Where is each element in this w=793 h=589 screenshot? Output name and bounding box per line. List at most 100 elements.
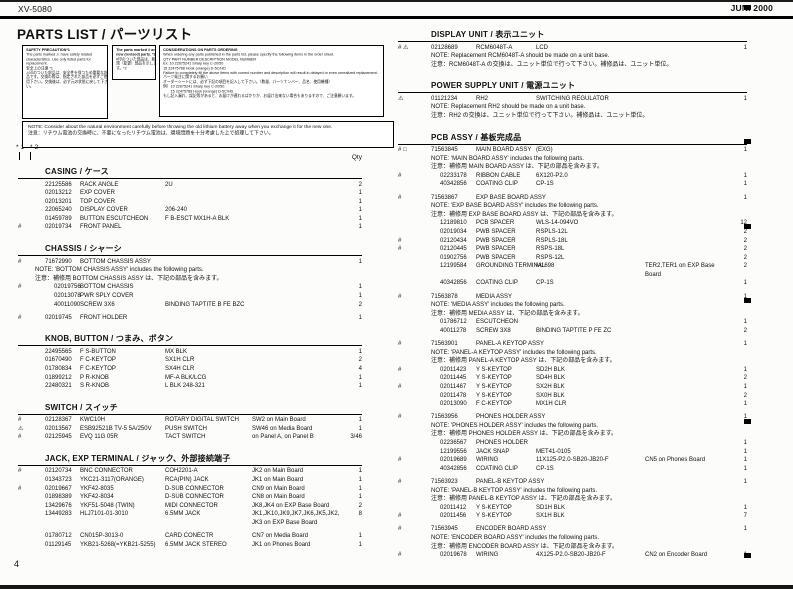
part-qty: 1 xyxy=(743,44,747,51)
part-qty: 1 xyxy=(743,181,747,188)
part-number: 02013078 xyxy=(54,292,81,299)
part-spec: D-SUB CONNECTOR xyxy=(165,485,224,492)
note-line: 注意：補修用 BOTTOM CHASSIS ASSY は、下記の部品を含みます。 xyxy=(35,275,223,282)
part-row: 13449283 HLJ7101-01-3010 6.5MM JACK JK1,JK1… xyxy=(18,510,362,527)
marker-cell: # xyxy=(398,478,402,485)
part-number: 02011423 xyxy=(440,366,467,373)
part-number: 71563845 xyxy=(431,147,458,154)
note-line: NOTE: 'PHONES HOLDER ASSY' includes the … xyxy=(431,422,599,429)
part-row: ⚠ 01121234 RH2 SWITCHING REGULATOR 1 xyxy=(398,95,747,104)
part-location: JK1 on Phones Board xyxy=(252,541,311,548)
part-description: DISPLAY COVER xyxy=(80,207,128,214)
marker-cell: # □ xyxy=(398,147,407,154)
registration-mark xyxy=(744,139,751,144)
part-spec: MIDI CONNECTOR xyxy=(165,502,218,509)
part-qty: 1 xyxy=(358,485,362,492)
part-number: 02011467 xyxy=(440,384,467,390)
part-row: 01898389 YKF42-8034 D-SUB CONNECTOR CN8 on … xyxy=(18,493,362,502)
part-row: #02120445 PWB SPACER RSPS-18L 2 xyxy=(398,245,747,254)
registration-mark xyxy=(744,224,751,229)
part-row: #02019734 FRONT PANEL 1 xyxy=(18,223,362,232)
part-qty: 1 xyxy=(743,194,747,201)
part-row: 02011412 Y S-KEYTOP SD1H BLK 1 xyxy=(398,504,747,513)
part-row: 22480321 S R-KNOB L BLK 248-321 1 xyxy=(18,382,362,391)
marker-cell: # xyxy=(18,468,22,475)
part-qty: 1 xyxy=(743,526,747,533)
left-column: CASING / ケース 22125586 RACK ANGLE 2U 2 0201321… xyxy=(18,166,362,560)
part-row: 40011278 SCREW 3X8 BINDING TAPTITE P FE ZC… xyxy=(398,327,747,336)
part-spec: SX4H CLR xyxy=(165,365,195,372)
part-description: MAIN BOARD ASSY xyxy=(476,147,532,154)
note-line: NOTE: 'PANEL-A KEYTOP ASSY' includes the… xyxy=(431,349,597,356)
part-row: #02128367 KWC10H ROTARY DIGITAL SWITCH SW2 … xyxy=(18,416,362,425)
part-qty: 1 xyxy=(358,215,362,222)
part-description: EXP BASE BOARD ASSY xyxy=(476,194,546,201)
part-number: 12199556 xyxy=(440,448,467,455)
page-title: PARTS LIST / パーツリスト xyxy=(17,27,193,42)
part-number: 22480321 xyxy=(45,383,72,390)
marker-cell: ⚠ xyxy=(18,425,24,432)
part-description: P R-KNOB xyxy=(80,374,109,381)
part-qty: 2 xyxy=(743,254,747,261)
part-description: YKF51-5048 (TWIN) xyxy=(80,502,135,509)
part-spec: 6.5MM JACK STEREO xyxy=(165,541,227,548)
part-spec: SX1H BLK xyxy=(536,513,565,520)
note-line: NOTE: 'BOTTOM CHASSIS ASSY' includes the… xyxy=(35,267,204,274)
part-number: 71563923 xyxy=(431,478,458,485)
marker-cell: # xyxy=(398,237,402,244)
header-rule xyxy=(0,16,793,19)
part-qty: 1 xyxy=(358,494,362,501)
part-qty: 1 xyxy=(743,341,747,348)
part-row: 02011445 Y S-KEYTOP SD4H BLK 2 xyxy=(398,374,747,383)
text-line: 例）10 22675241 Sharp key C-20/50 xyxy=(163,85,225,89)
part-description: BNC CONNECTOR xyxy=(80,468,133,475)
safety-precaution-box: SAFETY PRECAUTION*1 The parts marked ⚠ ha… xyxy=(22,45,108,119)
part-description: ESB92521B TV-5 5A/250V xyxy=(80,425,152,432)
text-line: 安全上の注意 *1 xyxy=(26,66,53,71)
registration-mark xyxy=(744,553,751,558)
parts-section: DISPLAY UNIT / 表示ユニット # ⚠ 02128689 RCM6048T… xyxy=(398,29,747,69)
part-qty: 1 xyxy=(358,541,362,548)
part-number: 13429676 xyxy=(45,502,72,509)
part-qty: 1 xyxy=(743,319,747,326)
part-qty: 7 xyxy=(743,513,747,520)
note-line: NOTE: Replacement RH2 should be made on … xyxy=(431,104,586,111)
marker-cell: # ⚠ xyxy=(398,44,409,51)
part-row: 22065240 DISPLAY COVER 206-240 1 xyxy=(18,206,362,215)
part-number: 02013567 xyxy=(45,425,72,432)
part-description: PWB SPACER xyxy=(476,237,516,244)
part-qty: 1 xyxy=(358,314,362,321)
marker-cell: # xyxy=(398,293,402,300)
part-description: PWB SPACER xyxy=(476,254,516,261)
part-description: RH2 xyxy=(476,95,489,102)
part-row: 13429676 YKF51-5048 (TWIN) MIDI CONNECTOR J… xyxy=(18,502,362,511)
part-qty: 1 xyxy=(358,224,362,231)
part-qty: 2 xyxy=(358,301,362,308)
part-number: 02125945 xyxy=(45,434,72,441)
part-number: 02120434 xyxy=(440,237,467,244)
part-row: # ⚠ 02128689 RCM6048T-A LCD 1 xyxy=(398,44,747,53)
part-number: 02236567 xyxy=(440,440,467,447)
section-title: PCB ASSY / 基板完成品 xyxy=(398,132,747,145)
note-line: 注意：補修用 MAIN BOARD ASSY は、下記の部品を含みます。 xyxy=(431,164,603,171)
part-spec: 6X120-P2.0 xyxy=(536,172,568,179)
part-location: SW2 on Main Board xyxy=(252,417,306,424)
note-line: 注意：RH2 の交換は、ユニット単位で行って下さい。補修品は、ユニット単位。 xyxy=(431,112,649,119)
note-line: NOTE: 'EXP BASE BOARD ASSY' includes the… xyxy=(431,203,599,210)
marker-cell: # xyxy=(18,284,22,291)
text-line: SAFETY PRECAUTION*1 xyxy=(26,48,70,53)
part-spec: PUSH SWITCH xyxy=(165,425,207,432)
part-spec: SX2H BLK xyxy=(536,384,565,390)
note-line: 注意：補修用 ENCODER BOARD ASSY は、下記の部品を含みます。 xyxy=(431,543,618,550)
part-description: F S-BUTTON xyxy=(80,348,116,355)
part-description: F C-KEYTOP xyxy=(80,357,116,364)
part-row: 12199556 JACK SNAP MET41-0105 1 xyxy=(398,448,747,457)
marker-cell: # xyxy=(398,384,402,390)
part-spec: RCA(PIN) JACK xyxy=(165,477,209,484)
part-qty: 1 xyxy=(358,468,362,475)
part-row: 12199584 GROUNDING TERMINAL M1698 TER2,TER1… xyxy=(398,262,747,279)
part-row: #71563945 ENCODER BOARD ASSY 1 xyxy=(398,525,747,534)
part-number: 02019678 xyxy=(440,552,467,559)
part-spec: CARD CONECTR xyxy=(165,533,214,540)
part-spec: MX1H CLR xyxy=(536,401,567,408)
